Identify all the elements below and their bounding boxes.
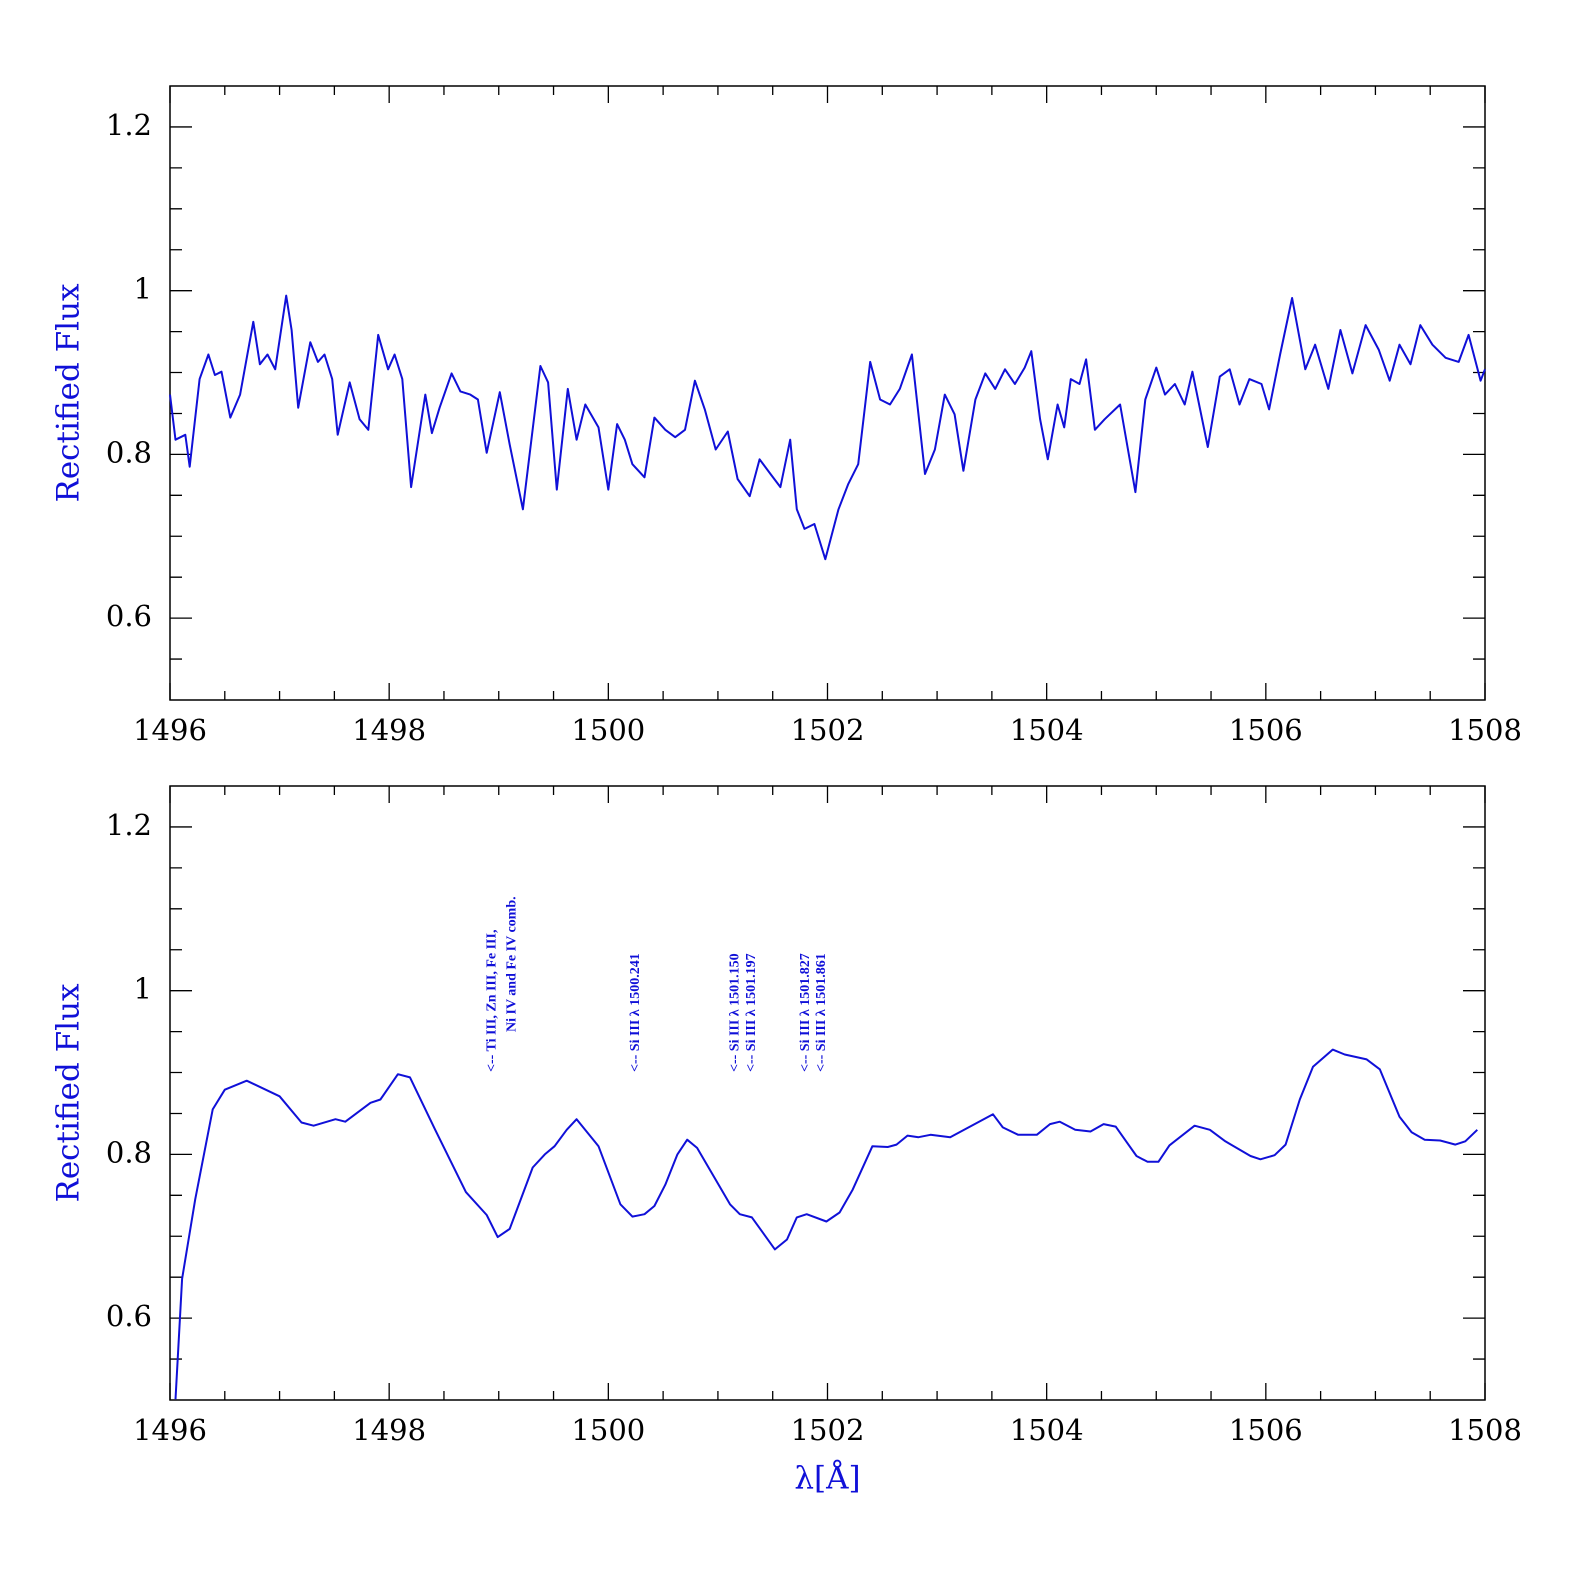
x-axis-label: λ[Å]: [794, 1459, 860, 1497]
y-tick-label: 1: [134, 972, 152, 1006]
y-axis-label: Rectified Flux: [51, 283, 87, 503]
line-annotation: <-- Si III λ 1501.861: [814, 953, 829, 1072]
x-tick-label: 1508: [1448, 713, 1522, 747]
line-annotation: Ni IV and Fe IV comb.: [504, 896, 519, 1032]
x-tick-label: 1508: [1448, 1413, 1522, 1447]
line-annotation: <-- Si III λ 1501.827: [798, 953, 813, 1072]
x-tick-label: 1496: [133, 1413, 207, 1447]
x-tick-label: 1502: [791, 713, 865, 747]
plot-frame: [169, 785, 1486, 1401]
x-tick-label: 1502: [791, 1413, 865, 1447]
y-tick-label: 1.2: [106, 808, 152, 842]
y-tick-label: 0.6: [106, 1299, 152, 1333]
y-tick-label: 0.8: [106, 435, 152, 469]
spectrum-line: [174, 1048, 1478, 1400]
spectrum-line: [169, 294, 1486, 561]
line-annotation: <-- Si III λ 1500.241: [628, 953, 643, 1072]
line-annotation: <-- Si III λ 1501.197: [744, 953, 759, 1072]
line-annotation: <-- Ti III, Zn III, Fe III,: [484, 930, 499, 1072]
x-tick-label: 1498: [352, 713, 426, 747]
y-tick-label: 0.6: [106, 599, 152, 633]
y-tick-label: 0.8: [106, 1135, 152, 1169]
y-axis-label: Rectified Flux: [51, 983, 87, 1203]
x-tick-label: 1498: [352, 1413, 426, 1447]
x-tick-label: 1504: [1010, 713, 1084, 747]
plot-frame: [169, 85, 1486, 701]
line-annotation: <-- Si III λ 1501.150: [728, 953, 743, 1072]
x-tick-label: 1496: [133, 713, 207, 747]
y-tick-label: 1: [134, 272, 152, 306]
x-tick-label: 1500: [571, 713, 645, 747]
x-tick-label: 1506: [1229, 1413, 1303, 1447]
x-tick-label: 1506: [1229, 713, 1303, 747]
x-tick-label: 1504: [1010, 1413, 1084, 1447]
x-tick-label: 1500: [571, 1413, 645, 1447]
y-tick-label: 1.2: [106, 108, 152, 142]
